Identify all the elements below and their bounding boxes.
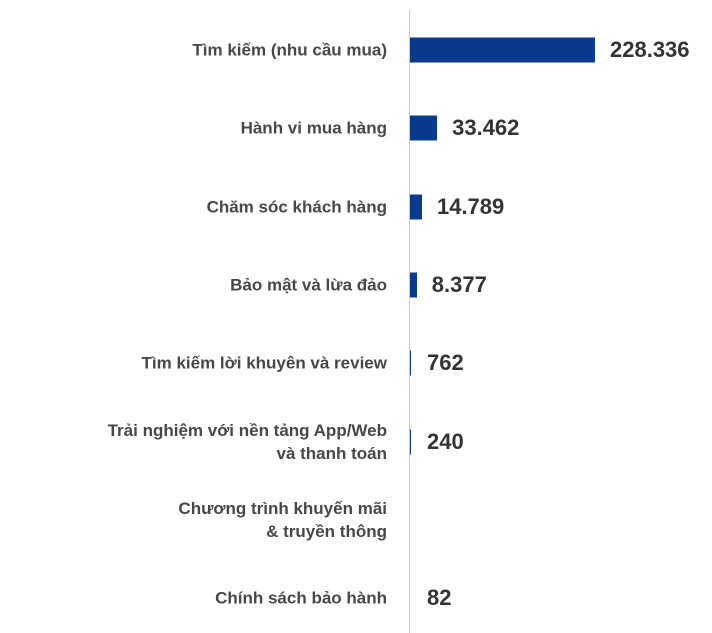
category-label: Hành vi mua hàng bbox=[240, 118, 387, 138]
value-label: 762 bbox=[427, 350, 464, 376]
bar bbox=[410, 37, 595, 63]
category-label: Chăm sóc khách hàng bbox=[206, 197, 387, 217]
category-label: Tìm kiếm (nhu cầu mua) bbox=[192, 40, 387, 60]
value-label: 228.336 bbox=[610, 37, 690, 62]
category-label: Chương trình khuyến mãi & truyền thông bbox=[178, 498, 387, 541]
value-label: 33.462 bbox=[452, 115, 520, 141]
category-label: Chính sách bảo hành bbox=[215, 588, 387, 608]
value-label: 14.789 bbox=[436, 193, 505, 219]
value-label: 82 bbox=[427, 585, 452, 611]
value-label: 8.377 bbox=[431, 271, 487, 297]
bar bbox=[410, 115, 438, 141]
value-label: 240 bbox=[427, 428, 464, 454]
bar bbox=[410, 272, 417, 298]
bar bbox=[410, 194, 422, 220]
category-label: Bảo mật và lừa đảo bbox=[230, 275, 387, 295]
category-label: Tìm kiếm lời khuyên và review bbox=[141, 353, 387, 373]
axis-line bbox=[409, 10, 410, 633]
bar bbox=[410, 350, 411, 376]
category-label: Trải nghiệm với nền tảng App/Web và than… bbox=[107, 420, 387, 463]
